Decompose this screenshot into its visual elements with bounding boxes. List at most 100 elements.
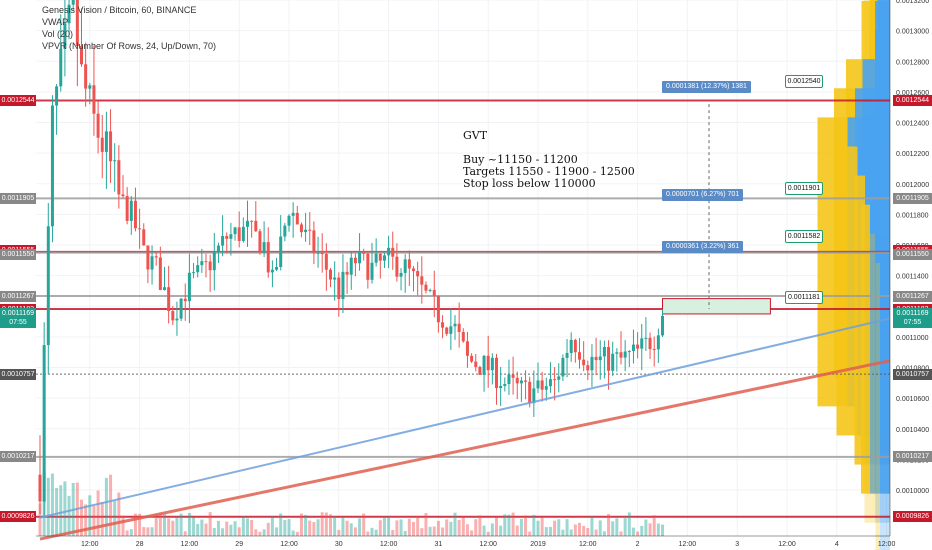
volume-bar xyxy=(84,504,88,536)
candle-body xyxy=(63,23,67,49)
candle-body xyxy=(453,323,457,327)
time-tick-label: 12:00 xyxy=(280,541,298,548)
volume-bar xyxy=(353,527,357,536)
candle-body xyxy=(536,380,540,389)
time-tick-label: 3 xyxy=(735,541,739,548)
candle-body xyxy=(75,0,79,46)
measure-label: 0.0000701 (6.27%) 701 xyxy=(662,188,744,201)
volume-bar xyxy=(316,519,320,536)
volume-bar xyxy=(204,523,208,536)
candle-body xyxy=(461,332,465,342)
candle-body xyxy=(349,257,353,275)
candle-body xyxy=(324,254,328,270)
volume-bar xyxy=(329,514,332,536)
volume-bar xyxy=(366,531,370,536)
candle-body xyxy=(175,318,179,321)
candle-body xyxy=(287,215,291,226)
candle-body xyxy=(382,255,386,261)
price-tag: 0.0010217 xyxy=(893,451,932,463)
volume-bar xyxy=(611,521,615,536)
candle-body xyxy=(138,228,142,230)
candle-body xyxy=(557,376,561,380)
candle-body xyxy=(524,380,528,382)
price-axis: 0.00100000.00102000.00104000.00106000.00… xyxy=(889,0,932,550)
volume-bar xyxy=(465,524,469,536)
volume-bar xyxy=(304,514,308,536)
volume-bar xyxy=(478,515,482,536)
volume-bar xyxy=(196,523,200,536)
candle-body xyxy=(515,377,519,384)
candle-body xyxy=(486,355,490,371)
time-tick-label: 30 xyxy=(335,541,343,548)
volume-bar xyxy=(507,514,511,536)
volume-bar xyxy=(536,520,540,536)
left-price-tag: 0.0011169 xyxy=(0,307,36,319)
left-price-tag: 0.0011905 xyxy=(0,192,36,204)
volume-bar xyxy=(254,529,258,536)
candle-body xyxy=(204,261,208,263)
candle-body xyxy=(299,224,303,233)
candle-body xyxy=(312,230,316,254)
volume-bar xyxy=(113,500,117,536)
candle-body xyxy=(200,261,204,266)
volume-bar xyxy=(557,519,561,536)
measure-label: 0.0000361 (3.22%) 361 xyxy=(662,240,744,253)
candle-body xyxy=(661,315,664,336)
volume-bar xyxy=(121,515,125,536)
price-callout: 0.0012540 xyxy=(785,74,823,88)
volume-bar xyxy=(631,527,635,536)
candle-body xyxy=(250,220,254,222)
price-tick-label: 0.0010400 xyxy=(896,427,929,434)
candle-body xyxy=(212,252,216,271)
volume-bar xyxy=(524,515,528,536)
volume-bar xyxy=(183,531,187,536)
left-price-tag: 0.0009826 xyxy=(0,511,36,523)
volume-bar xyxy=(349,523,353,536)
volume-bar xyxy=(403,530,407,536)
candle-body xyxy=(158,257,162,291)
candle-body xyxy=(416,271,420,277)
candle-body xyxy=(316,252,320,254)
candle-body xyxy=(532,388,536,404)
note-buy: Buy ~11150 - 11200 xyxy=(463,153,578,166)
volume-bar xyxy=(573,524,577,536)
left-price-tag: 0.0011267 xyxy=(0,290,36,302)
volume-bar xyxy=(216,520,220,536)
candle-body xyxy=(50,105,54,227)
left-price-tag: 07:55 xyxy=(0,316,36,328)
buy-zone-box xyxy=(662,298,771,315)
candle-body xyxy=(478,366,482,375)
candle-body xyxy=(399,272,403,277)
volume-bar xyxy=(482,525,486,536)
candle-body xyxy=(167,287,171,312)
candle-body xyxy=(225,236,229,239)
time-tick-label: 12:00 xyxy=(479,541,497,548)
candle-body xyxy=(470,355,474,362)
volume-bar xyxy=(407,518,411,536)
candle-body xyxy=(59,48,63,87)
candle-body xyxy=(295,212,299,225)
price-tag: 0.0011267 xyxy=(893,290,932,302)
volume-bar xyxy=(266,522,270,536)
volume-bar xyxy=(117,492,121,536)
volume-bar xyxy=(661,524,664,536)
candle-body xyxy=(395,256,399,277)
candle-body xyxy=(627,351,631,353)
candle-body xyxy=(561,357,565,377)
volume-bar xyxy=(387,516,391,536)
candle-body xyxy=(208,261,212,271)
volume-bar xyxy=(287,519,291,536)
volume-bar xyxy=(225,521,229,536)
volume-bar xyxy=(308,520,312,536)
volume-bar xyxy=(50,473,54,536)
candle-body xyxy=(569,339,573,353)
volume-bar xyxy=(100,502,104,536)
candle-body xyxy=(221,236,225,246)
volume-bar xyxy=(615,518,619,536)
volume-bar xyxy=(246,518,249,536)
volume-bar xyxy=(133,513,137,536)
candle-body xyxy=(636,344,640,349)
volume-bar xyxy=(333,516,337,536)
candle-body xyxy=(391,247,395,257)
